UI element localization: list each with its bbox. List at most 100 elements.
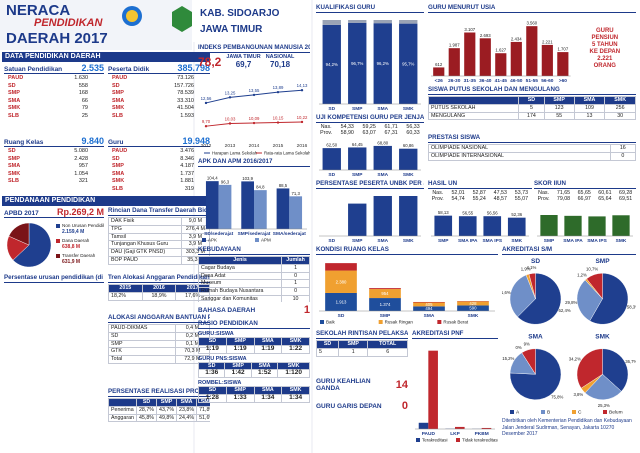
bar bbox=[369, 288, 401, 290]
point-label: 13,55 bbox=[249, 88, 260, 93]
stat-head: Ruang Kelas 9.840 bbox=[4, 136, 104, 147]
section: APBD 2017 Rp.269,2 M Non Urusan Pendidikan… bbox=[4, 207, 104, 271]
slice-label: 58,3% bbox=[627, 304, 636, 309]
x-tick-label: SMP/sederajat bbox=[238, 231, 271, 237]
stat-key: SMA bbox=[8, 97, 21, 104]
table-row-label: OLIMPIADE NASIONAL bbox=[428, 144, 611, 153]
legend-label: Non Urusan Pendidikan bbox=[62, 223, 104, 228]
score-cell: 54,33 bbox=[340, 124, 354, 130]
stat-row: SMP 78.539 bbox=[108, 90, 210, 98]
point-label: 13,25 bbox=[225, 90, 236, 95]
section-title: KONDISI RUANG KELAS bbox=[316, 246, 498, 255]
x-tick-label: 2012 bbox=[201, 143, 212, 149]
table-head-cell: SMP bbox=[543, 96, 575, 105]
point bbox=[228, 96, 232, 99]
header-band bbox=[0, 0, 192, 50]
slice-label: 10,7% bbox=[586, 267, 598, 272]
stat-key: SD bbox=[112, 82, 120, 89]
section: RASIO PENDIDIKAN GURU:SISWA SD SMP SMA SMK 1:1… bbox=[198, 320, 310, 444]
big-label: BAHASA DAERAH bbox=[198, 306, 256, 314]
section-title: AKREDITASI PNF bbox=[412, 330, 498, 339]
chart-wrap: SMP SMA IPA SMA IPS SMK bbox=[534, 202, 636, 244]
table-cell: 0 bbox=[281, 271, 310, 281]
stat-value: 4.187 bbox=[180, 163, 194, 170]
x-tick-label: SMK bbox=[403, 238, 414, 244]
pie-slice bbox=[509, 274, 536, 318]
stat-key: SMP bbox=[8, 155, 20, 162]
x-tick-label: SMA IPS bbox=[587, 238, 607, 244]
x-tick-label: 2016 bbox=[297, 143, 308, 149]
chart-wrap: 1.913 1.374 494 590 2.380 954 405 428 SD SMP SMA SM… bbox=[316, 256, 498, 326]
stat-total: 9.840 bbox=[81, 136, 104, 146]
bar bbox=[413, 302, 445, 307]
table-cell: 174 bbox=[518, 111, 545, 121]
data-table: OLIMPIADE NASIONAL 16 OLIMPIADE INTERNASIO… bbox=[428, 144, 636, 161]
stat-value: 1.630 bbox=[74, 75, 88, 81]
score-cell: 60,61 bbox=[598, 190, 612, 196]
bar bbox=[457, 305, 489, 311]
x-tick-label: 46-50 bbox=[510, 78, 523, 84]
bar bbox=[399, 23, 418, 104]
ipm-row: 78,2 JAWA TIMUR 69,7 NASIONAL 70,18 bbox=[198, 54, 310, 69]
slice-label: 15,2% bbox=[502, 356, 514, 361]
section: HASIL UN Nas. 52,01 52,87 47,53 53,73 Prov. 54,… bbox=[428, 180, 532, 244]
point-label: 10,22 bbox=[297, 115, 308, 120]
callout-line: PENSIUN bbox=[591, 35, 619, 41]
title-line-1: NERACA bbox=[6, 2, 71, 19]
table-cell: 1 bbox=[281, 263, 310, 273]
section: INDEKS PEMBANGUNAN MANUSIA 2016 78,2 JAWA … bbox=[198, 44, 310, 156]
point bbox=[300, 88, 304, 92]
stat-key: SMK bbox=[112, 178, 125, 185]
stat-value: 79 bbox=[81, 105, 88, 112]
legend-label: APM bbox=[261, 238, 271, 243]
table-cell: 49,8% bbox=[156, 413, 178, 423]
bar-label: 428 bbox=[469, 301, 477, 306]
stat-row: SMK 1.054 bbox=[4, 171, 104, 179]
x-tick-label: SD bbox=[328, 238, 335, 244]
bar bbox=[448, 48, 460, 76]
stat-key: SD bbox=[112, 155, 120, 162]
score-cell: 61,71 bbox=[384, 124, 398, 130]
bar-chart: 612 1.987 3.107 2.693 1.627 2.434 3.560 2.221 1.… bbox=[431, 21, 571, 84]
ratio-header: SD SMP SMA SMK bbox=[198, 361, 310, 371]
section: PENDANAAN PENDIDIKAN bbox=[2, 196, 210, 206]
stat-value: 78.539 bbox=[177, 90, 194, 97]
table-row-label: Cagar Budaya bbox=[198, 263, 283, 273]
score-cell: 55,07 bbox=[514, 196, 529, 202]
compare-label: NASIONAL bbox=[265, 54, 295, 60]
bar bbox=[373, 23, 392, 104]
bar bbox=[479, 38, 491, 76]
slice-label: 1,9% bbox=[521, 266, 531, 271]
table-row-label: Penerima bbox=[108, 405, 137, 415]
x-tick-label: LKP bbox=[450, 431, 460, 437]
section: PERSENTASE REALISASI PROGRAM INDONESIA P… bbox=[108, 388, 210, 444]
stat-row: SLB 25 bbox=[4, 113, 104, 121]
table-row-label: SD bbox=[108, 331, 176, 341]
legend-label: Rusak Berat bbox=[443, 320, 469, 325]
chart-wrap: 58,13 56,55 56,56 52,36 SMP SMA IPA SMA IPS SMK bbox=[428, 202, 532, 244]
callout-line: 5 TAHUN bbox=[592, 42, 618, 48]
stat-row: SMK 41.504 bbox=[108, 105, 210, 113]
table-row-label: 5 bbox=[316, 347, 340, 357]
big-label: GURU GARIS DEPAN bbox=[316, 402, 382, 410]
section: Rincian Dana Transfer Daerah Bidang pend… bbox=[108, 207, 210, 271]
score-table: Nas. 71,65 65,65 60,61 69,28 Prov. 79,08 66,97 6… bbox=[534, 190, 636, 202]
point bbox=[204, 101, 208, 105]
title-line-2: PENDIDIKAN bbox=[34, 17, 103, 29]
stat-head: Guru 19.948 bbox=[108, 136, 210, 147]
slice-label: 62,4% bbox=[559, 308, 571, 313]
compare-value: 69,7 bbox=[235, 60, 252, 69]
stat-key: SMK bbox=[8, 170, 21, 177]
table-head-cell: SD bbox=[135, 398, 158, 407]
big-stat: GURU KEAHLIAN GANDA 14 bbox=[316, 378, 408, 392]
point bbox=[276, 90, 280, 94]
point-label: 10,09 bbox=[249, 116, 260, 121]
score-cell: 69,51 bbox=[619, 196, 633, 202]
ratio-cell: 1:19 bbox=[253, 344, 283, 354]
stat-key: SMK bbox=[8, 105, 21, 112]
table-row: PUTUS SEKOLAH 5 123 109 256 bbox=[428, 103, 636, 113]
bar-label: 1.627 bbox=[495, 48, 506, 53]
score-row: Nas. 52,01 52,87 47,53 53,73 bbox=[428, 190, 532, 196]
